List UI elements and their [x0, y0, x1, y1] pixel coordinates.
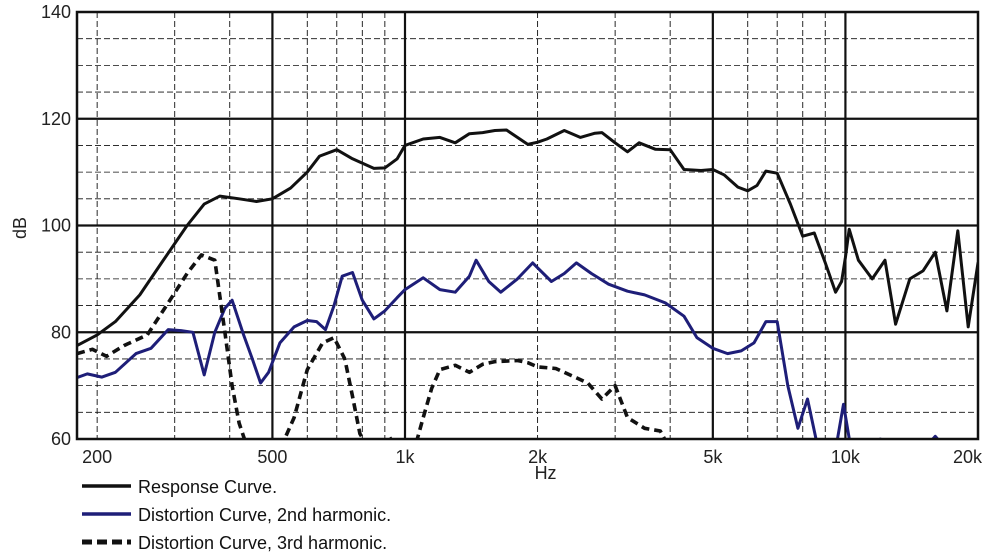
x-tick-label: 200	[82, 447, 112, 467]
x-axis-title: Hz	[535, 463, 557, 483]
y-tick-label: 100	[41, 216, 71, 236]
legend: Response Curve. Distortion Curve, 2nd har…	[82, 477, 391, 553]
plot-frame	[75, 10, 980, 441]
x-tick-label: 10k	[831, 447, 861, 467]
legend-label: Distortion Curve, 2nd harmonic.	[138, 505, 391, 525]
y-tick-labels: 60 80 100 120 140	[41, 2, 71, 449]
x-tick-labels: 200 500 1k 2k 5k 10k 20k	[82, 447, 982, 467]
y-tick-label: 140	[41, 2, 71, 22]
response-curve	[77, 128, 978, 347]
distortion-2nd-harmonic-curve	[77, 258, 940, 439]
y-tick-label: 80	[51, 322, 71, 342]
x-tick-label: 500	[257, 447, 287, 467]
x-tick-label: 1k	[395, 447, 415, 467]
grid	[77, 12, 978, 439]
distortion-3rd-harmonic-curve	[77, 253, 667, 439]
x-tick-label: 20k	[953, 447, 982, 467]
y-tick-label: 60	[51, 429, 71, 449]
x-tick-label: 2k	[528, 447, 548, 467]
legend-label: Response Curve.	[138, 477, 277, 497]
x-tick-label: 5k	[703, 447, 723, 467]
legend-label: Distortion Curve, 3rd harmonic.	[138, 533, 387, 553]
series-layer	[77, 128, 978, 439]
y-tick-label: 120	[41, 109, 71, 129]
y-axis-title: dB	[10, 217, 30, 239]
